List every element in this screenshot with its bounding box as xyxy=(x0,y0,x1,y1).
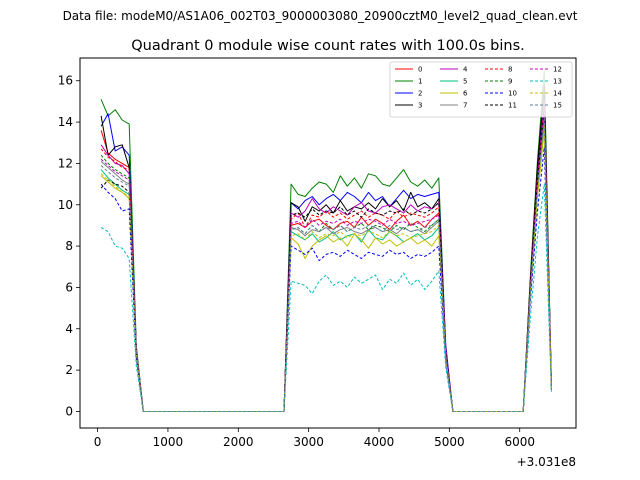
series-line-3 xyxy=(100,84,552,412)
x-tick-label: 0 xyxy=(94,435,102,449)
series-line-10 xyxy=(100,146,552,412)
legend-label-12: 12 xyxy=(553,66,562,74)
plot-frame xyxy=(79,57,577,429)
chart-title: Quadrant 0 module wise count rates with … xyxy=(131,38,525,54)
legend-label-9: 9 xyxy=(508,78,512,86)
series-layer xyxy=(100,69,552,412)
legend-label-13: 13 xyxy=(553,78,562,86)
legend-label-7: 7 xyxy=(463,102,467,110)
series-line-12 xyxy=(100,107,552,412)
series-line-4 xyxy=(100,100,552,412)
x-tick-label: 1000 xyxy=(153,435,184,449)
y-tick-label: 2 xyxy=(65,363,73,377)
y-tick-label: 8 xyxy=(65,239,73,253)
y-tick-label: 14 xyxy=(58,115,73,129)
legend-label-8: 8 xyxy=(508,66,512,74)
legend-label-1: 1 xyxy=(418,78,422,86)
legend-label-6: 6 xyxy=(463,90,468,98)
legend-label-0: 0 xyxy=(418,66,422,74)
legend-label-14: 14 xyxy=(553,90,562,98)
y-axis: 0 2 4 6 8 10 12 14 16 xyxy=(58,74,80,418)
legend-label-11: 11 xyxy=(508,102,517,110)
series-line-15 xyxy=(100,117,552,412)
series-line-11 xyxy=(100,105,552,412)
y-tick-label: 12 xyxy=(58,156,73,170)
series-line-2 xyxy=(100,88,552,412)
series-line-13 xyxy=(100,183,552,412)
x-offset-label: +3.031e8 xyxy=(517,455,576,469)
series-line-1 xyxy=(100,69,552,412)
y-tick-label: 4 xyxy=(65,322,73,336)
legend-label-4: 4 xyxy=(463,66,468,74)
series-line-7 xyxy=(100,115,552,412)
y-tick-label: 6 xyxy=(65,280,73,294)
legend-label-3: 3 xyxy=(418,102,422,110)
series-line-9 xyxy=(100,111,552,412)
legend-box xyxy=(389,61,573,118)
series-line-5 xyxy=(100,121,552,412)
y-tick-label: 0 xyxy=(65,404,73,418)
legend-label-5: 5 xyxy=(463,78,467,86)
legend-label-15: 15 xyxy=(553,102,562,110)
series-line-6 xyxy=(100,129,552,412)
y-tick-label: 16 xyxy=(58,74,73,88)
chart-suptitle: Data file: modeM0/AS1A06_002T03_90000030… xyxy=(63,9,578,23)
x-tick-label: 5000 xyxy=(434,435,465,449)
y-tick-label: 10 xyxy=(58,198,73,212)
series-line-14 xyxy=(100,125,552,412)
legend-label-10: 10 xyxy=(508,90,517,98)
x-tick-label: 2000 xyxy=(223,435,254,449)
series-line-8 xyxy=(100,103,552,412)
legend-label-2: 2 xyxy=(418,90,422,98)
x-tick-label: 6000 xyxy=(504,435,535,449)
x-axis: 0 1000 2000 3000 4000 5000 6000 xyxy=(94,428,535,449)
x-tick-label: 3000 xyxy=(293,435,324,449)
series-line-0 xyxy=(100,100,552,412)
x-tick-label: 4000 xyxy=(364,435,395,449)
